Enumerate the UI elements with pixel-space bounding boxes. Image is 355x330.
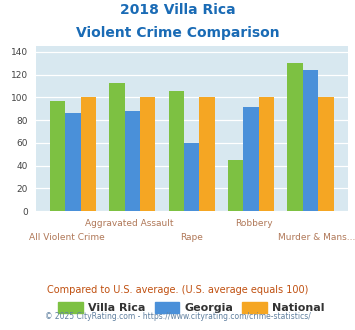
Bar [303, 70, 318, 211]
Legend: Villa Rica, Georgia, National: Villa Rica, Georgia, National [54, 298, 329, 318]
Bar [318, 97, 334, 211]
Bar [125, 111, 140, 211]
Text: Murder & Mans...: Murder & Mans... [278, 233, 355, 242]
Text: © 2025 CityRating.com - https://www.cityrating.com/crime-statistics/: © 2025 CityRating.com - https://www.city… [45, 312, 310, 321]
Text: Aggravated Assault: Aggravated Assault [85, 219, 174, 228]
Bar [81, 97, 96, 211]
Bar [184, 143, 200, 211]
Bar [244, 107, 259, 211]
Bar [228, 160, 244, 211]
Bar [109, 82, 125, 211]
Text: 2018 Villa Rica: 2018 Villa Rica [120, 3, 235, 17]
Bar [50, 101, 65, 211]
Bar [140, 97, 155, 211]
Bar [65, 113, 81, 211]
Bar [259, 97, 274, 211]
Bar [200, 97, 215, 211]
Bar [169, 90, 184, 211]
Text: Violent Crime Comparison: Violent Crime Comparison [76, 26, 279, 40]
Bar [287, 63, 303, 211]
Text: Rape: Rape [180, 233, 203, 242]
Text: Robbery: Robbery [235, 219, 273, 228]
Text: All Violent Crime: All Violent Crime [29, 233, 105, 242]
Text: Compared to U.S. average. (U.S. average equals 100): Compared to U.S. average. (U.S. average … [47, 285, 308, 295]
